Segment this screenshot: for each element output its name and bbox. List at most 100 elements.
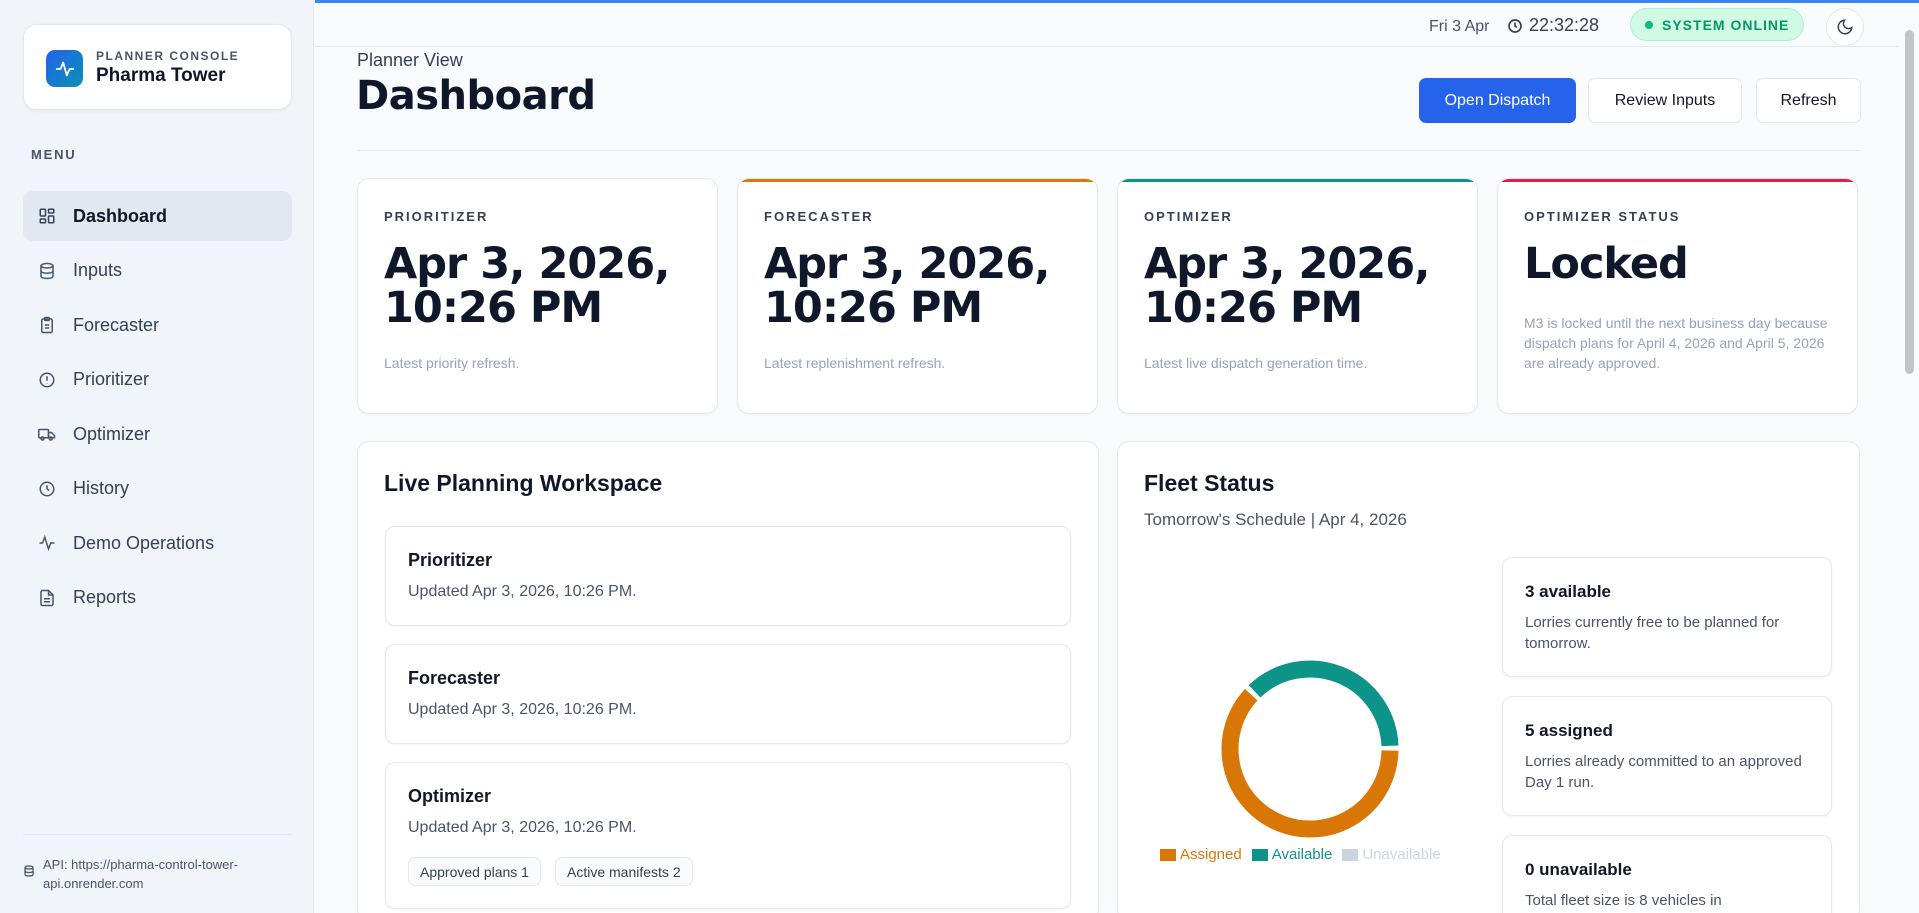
page-scrollbar[interactable]	[1905, 30, 1914, 374]
legend-item-available[interactable]: Available	[1251, 846, 1333, 863]
kpi-accent	[1118, 179, 1477, 182]
clock-icon	[1508, 18, 1522, 33]
theme-toggle-button[interactable]	[1826, 8, 1864, 46]
sidebar-item-optimizer[interactable]: Optimizer	[23, 409, 292, 459]
legend-label: Unavailable	[1362, 846, 1441, 863]
fleet-card-available: 3 available Lorries currently free to be…	[1502, 557, 1832, 677]
sidebar-item-reports[interactable]: Reports	[23, 573, 292, 623]
donut-slice-assigned[interactable]	[1221, 688, 1399, 838]
legend-item-assigned[interactable]: Assigned	[1160, 846, 1242, 863]
fleet-subtitle: Tomorrow's Schedule | Apr 4, 2026	[1144, 510, 1407, 529]
activity-logo-icon	[46, 50, 83, 87]
legend-swatch	[1342, 848, 1359, 861]
fleet-card-unavailable: 0 unavailable Total fleet size is 8 vehi…	[1502, 835, 1832, 913]
workspace-item-title: Forecaster	[408, 668, 501, 688]
workspace-item-text: Updated Apr 3, 2026, 10:26 PM.	[408, 701, 637, 718]
current-time: 22:32:28	[1507, 15, 1599, 36]
fleet-donut-chart	[1221, 660, 1399, 838]
fleet-card-title: 3 available	[1525, 582, 1612, 601]
kpi-label: PRIORITIZER	[384, 209, 489, 224]
kpi-note: Latest live dispatch generation time.	[1144, 355, 1368, 371]
header-divider	[357, 150, 1860, 151]
top-progress-line	[315, 0, 1919, 3]
workspace-item-text: Updated Apr 3, 2026, 10:26 PM.	[408, 583, 637, 600]
menu-label: MENU	[31, 147, 77, 162]
kpi-value: Locked	[1524, 239, 1689, 289]
topbar: Fri 3 Apr 22:32:28 SYSTEM ONLINE	[315, 3, 1899, 47]
legend-swatch	[1251, 848, 1268, 861]
sidebar-item-label: Prioritizer	[73, 369, 150, 389]
api-info: API: https://pharma-control-tower-api.on…	[23, 834, 292, 893]
workspace-item-title: Optimizer	[408, 786, 492, 806]
panel-title: Live Planning Workspace	[384, 470, 663, 496]
workspace-item-forecaster[interactable]: Forecaster Updated Apr 3, 2026, 10:26 PM…	[385, 644, 1071, 744]
workspace-item-optimizer[interactable]: Optimizer Updated Apr 3, 2026, 10:26 PM.…	[385, 762, 1071, 909]
kpi-card-optimizer-status: OPTIMIZER STATUS Locked M3 is locked unt…	[1497, 178, 1858, 414]
grid-icon	[37, 206, 57, 226]
refresh-button[interactable]: Refresh	[1756, 78, 1861, 123]
active-manifests-chip: Active manifests 2	[555, 857, 693, 886]
sidebar-item-history[interactable]: History	[23, 464, 292, 514]
sidebar-nav: Dashboard Inputs Forecaster Prioritizer …	[23, 191, 292, 627]
open-dispatch-button[interactable]: Open Dispatch	[1419, 78, 1576, 123]
fleet-card-text: Lorries currently free to be planned for…	[1525, 614, 1780, 652]
kpi-value: Apr 3, 2026, 10:26 PM	[1144, 239, 1430, 333]
brand-kicker: PLANNER CONSOLE	[96, 49, 240, 63]
kpi-label: OPTIMIZER STATUS	[1524, 209, 1681, 224]
chart-legend: Assigned Available Unavailable	[1160, 846, 1451, 863]
clock-icon	[37, 479, 57, 499]
kpi-value: Apr 3, 2026, 10:26 PM	[384, 239, 670, 333]
sidebar-item-label: Dashboard	[73, 205, 168, 226]
workspace-item-text: Updated Apr 3, 2026, 10:26 PM.	[408, 819, 637, 836]
fleet-card-assigned: 5 assigned Lorries already committed to …	[1502, 696, 1832, 816]
workspace-item-title: Prioritizer	[408, 550, 493, 570]
sidebar-item-label: Forecaster	[73, 314, 160, 335]
system-status-badge: SYSTEM ONLINE	[1630, 8, 1805, 41]
fleet-card-text: Lorries already committed to an approved…	[1525, 753, 1802, 791]
brand-card[interactable]: PLANNER CONSOLE Pharma Tower	[23, 24, 292, 110]
sidebar-item-dashboard[interactable]: Dashboard	[23, 191, 292, 241]
truck-icon	[37, 424, 57, 444]
clipboard-icon	[37, 315, 57, 335]
page-title: Dashboard	[356, 73, 596, 119]
review-inputs-button[interactable]: Review Inputs	[1588, 78, 1742, 123]
sidebar-item-prioritizer[interactable]: Prioritizer	[23, 355, 292, 405]
legend-swatch	[1160, 848, 1176, 861]
sidebar: PLANNER CONSOLE Pharma Tower MENU Dashbo…	[0, 0, 314, 913]
sidebar-item-demo-operations[interactable]: Demo Operations	[23, 518, 292, 568]
legend-label: Available	[1271, 846, 1333, 863]
fleet-card-title: 0 unavailable	[1525, 860, 1632, 879]
fleet-card-text: Total fleet size is 8 vehicles in	[1525, 892, 1722, 909]
time-text: 22:32:28	[1529, 15, 1600, 35]
kpi-note: Latest replenishment refresh.	[764, 355, 946, 371]
api-url: API: https://pharma-control-tower-api.on…	[43, 857, 239, 891]
activity-icon	[37, 533, 57, 553]
fleet-card-title: 5 assigned	[1525, 721, 1613, 740]
donut-slice-available[interactable]	[1248, 660, 1399, 747]
panel-title: Fleet Status	[1144, 470, 1275, 496]
alert-circle-icon	[37, 370, 57, 390]
kpi-label: OPTIMIZER	[1144, 209, 1233, 224]
status-dot	[1645, 20, 1653, 29]
kpi-accent	[738, 179, 1097, 182]
database-icon	[37, 261, 57, 281]
moon-icon	[1837, 19, 1853, 35]
kpi-note: M3 is locked until the next business day…	[1524, 315, 1828, 371]
kpi-note: Latest priority refresh.	[384, 355, 520, 371]
workspace-item-prioritizer[interactable]: Prioritizer Updated Apr 3, 2026, 10:26 P…	[385, 526, 1071, 626]
legend-item-unavailable[interactable]: Unavailable	[1342, 846, 1441, 863]
kpi-card-prioritizer: PRIORITIZER Apr 3, 2026, 10:26 PM Latest…	[357, 178, 718, 414]
sidebar-item-label: Inputs	[73, 260, 123, 280]
database-icon	[23, 864, 35, 878]
sidebar-item-inputs[interactable]: Inputs	[23, 246, 292, 296]
status-text: SYSTEM ONLINE	[1662, 16, 1790, 33]
approved-plans-chip: Approved plans 1	[408, 857, 541, 886]
sidebar-item-forecaster[interactable]: Forecaster	[23, 300, 292, 350]
brand-name: Pharma Tower	[96, 65, 226, 86]
fleet-status-panel: Fleet Status Tomorrow's Schedule | Apr 4…	[1117, 441, 1860, 913]
kpi-accent	[1498, 179, 1857, 182]
sidebar-item-label: Optimizer	[73, 423, 151, 444]
kpi-accent	[358, 179, 717, 182]
current-date: Fri 3 Apr	[1429, 18, 1490, 35]
live-planning-workspace-panel: Live Planning Workspace Prioritizer Upda…	[357, 441, 1099, 913]
